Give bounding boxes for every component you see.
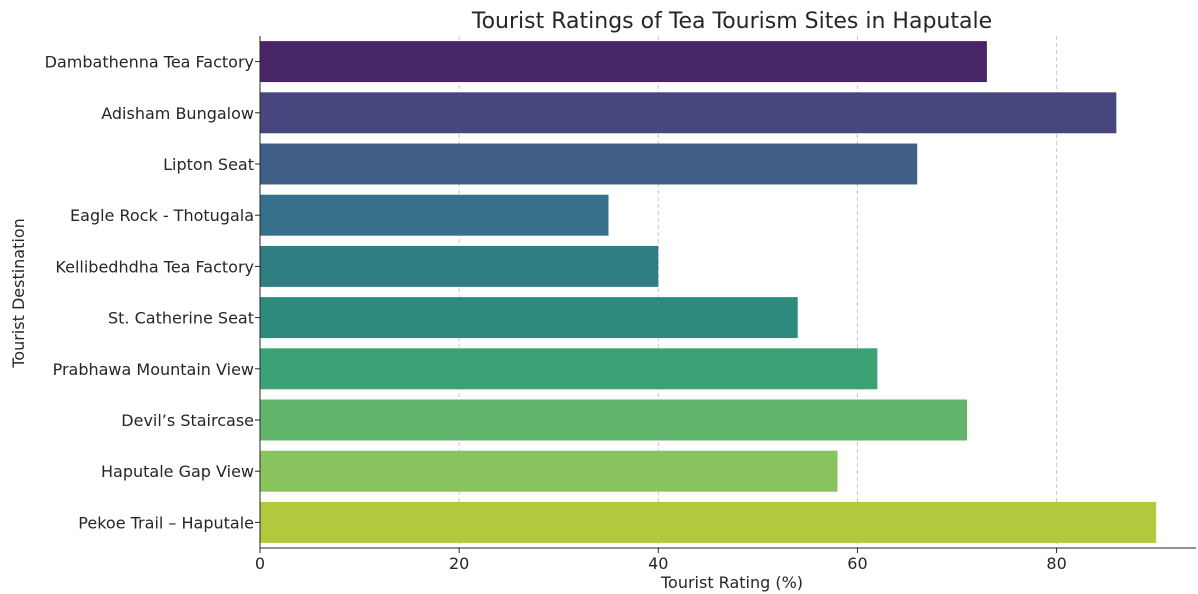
bars <box>260 41 1157 543</box>
x-tick-label: 20 <box>449 554 469 573</box>
y-category-label: Pekoe Trail – Haputale <box>78 513 254 532</box>
bar <box>260 92 1117 134</box>
bar <box>260 245 659 287</box>
y-category-label: Dambathenna Tea Factory <box>45 53 254 72</box>
y-category-label: Haputale Gap View <box>101 462 254 481</box>
y-category-label: Lipton Seat <box>163 155 254 174</box>
bar <box>260 399 967 441</box>
x-tick-label: 0 <box>255 554 265 573</box>
x-axis-title: Tourist Rating (%) <box>660 573 803 592</box>
bar <box>260 348 878 390</box>
bar <box>260 143 918 185</box>
y-category-label: Adisham Bungalow <box>101 104 254 123</box>
bar <box>260 501 1157 543</box>
y-category-label: Prabhawa Mountain View <box>53 360 254 379</box>
y-category-label: Devil’s Staircase <box>121 411 254 430</box>
x-tick-label: 80 <box>1046 554 1066 573</box>
bar <box>260 194 609 236</box>
y-category-label: Kellibedhdha Tea Factory <box>55 257 254 276</box>
bar <box>260 297 798 339</box>
y-axis-category-labels: Dambathenna Tea Factory Adisham Bungalow L… <box>45 53 260 532</box>
x-axis-ticks: 0 20 40 60 80 <box>255 548 1067 573</box>
x-tick-label: 60 <box>847 554 867 573</box>
y-category-label: St. Catherine Seat <box>108 309 254 328</box>
chart-title: Tourist Ratings of Tea Tourism Sites in … <box>471 9 992 34</box>
bar <box>260 41 987 83</box>
y-category-label: Eagle Rock - Thotugala <box>70 206 254 225</box>
x-tick-label: 40 <box>648 554 668 573</box>
y-axis-title: Tourist Destination <box>9 218 28 369</box>
bar <box>260 450 838 492</box>
